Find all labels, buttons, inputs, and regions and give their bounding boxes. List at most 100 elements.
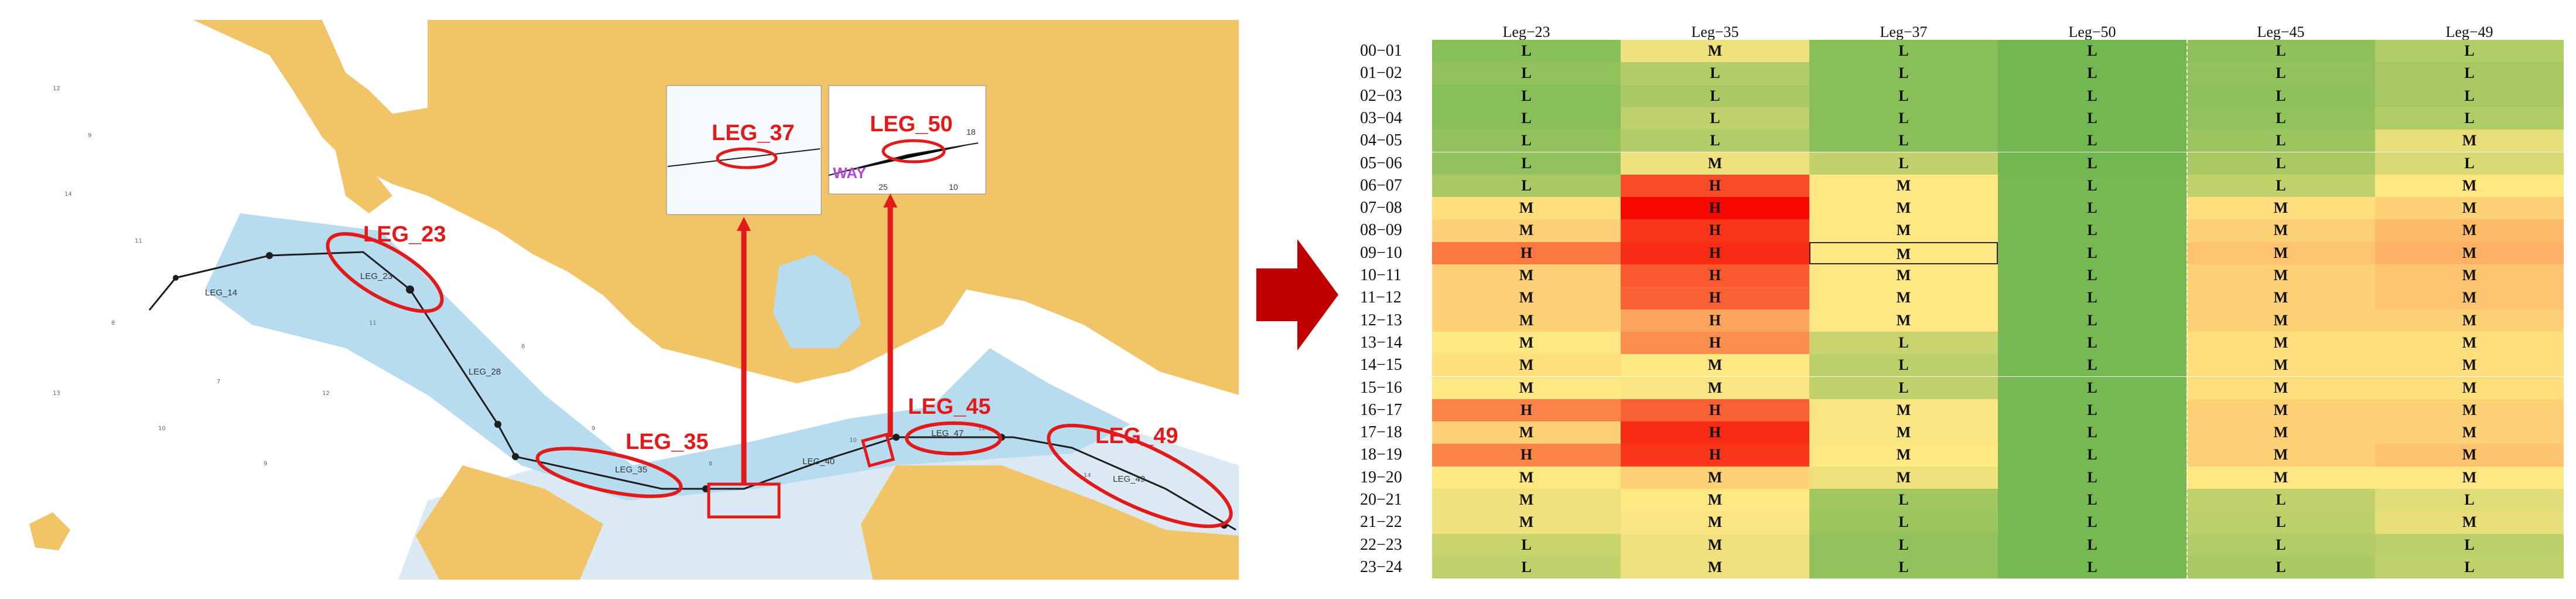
heatmap-cell[interactable]: M <box>1809 287 1998 309</box>
heatmap-cell[interactable]: M <box>1809 241 1998 264</box>
heatmap-cell[interactable]: L <box>1998 62 2186 85</box>
heatmap-cell[interactable]: M <box>1432 489 1621 512</box>
heatmap-cell[interactable]: H <box>1621 399 1809 422</box>
heatmap-cell[interactable]: H <box>1621 174 1809 198</box>
heatmap-cell[interactable]: L <box>2186 62 2375 85</box>
heatmap-cell[interactable]: M <box>1809 309 1998 332</box>
heatmap-cell[interactable]: M <box>1621 152 1809 175</box>
heatmap-cell[interactable]: L <box>1432 152 1621 175</box>
heatmap-cell[interactable]: M <box>2375 376 2564 399</box>
heatmap-cell[interactable]: L <box>1998 533 2186 556</box>
heatmap-cell[interactable]: L <box>2375 40 2564 63</box>
heatmap-cell[interactable]: M <box>2186 331 2375 355</box>
heatmap-cell[interactable]: L <box>2375 62 2564 85</box>
heatmap-cell[interactable]: L <box>1809 354 1998 377</box>
heatmap-cell[interactable]: L <box>2186 40 2375 63</box>
heatmap-cell[interactable]: M <box>2186 421 2375 444</box>
heatmap-cell[interactable]: L <box>1998 287 2186 309</box>
heatmap-cell[interactable]: M <box>1809 197 1998 220</box>
heatmap-cell[interactable]: L <box>1998 556 2186 579</box>
heatmap-cell[interactable]: M <box>1432 197 1621 220</box>
heatmap-cell[interactable]: M <box>2186 466 2375 489</box>
heatmap-cell[interactable]: M <box>2186 241 2375 264</box>
heatmap-cell[interactable]: M <box>2375 264 2564 287</box>
heatmap-cell[interactable]: L <box>1621 62 1809 85</box>
heatmap-cell[interactable]: L <box>2375 556 2564 579</box>
heatmap-cell[interactable]: M <box>2375 444 2564 467</box>
heatmap-cell[interactable]: H <box>1621 444 1809 467</box>
heatmap-cell[interactable]: M <box>1432 511 1621 534</box>
heatmap-cell[interactable]: L <box>2186 556 2375 579</box>
heatmap-cell[interactable]: L <box>1998 399 2186 422</box>
heatmap-cell[interactable]: L <box>1432 107 1621 130</box>
heatmap-cell[interactable]: M <box>1621 533 1809 556</box>
heatmap-cell[interactable]: L <box>1432 556 1621 579</box>
heatmap-cell[interactable]: M <box>2186 264 2375 287</box>
heatmap-cell[interactable]: L <box>2375 533 2564 556</box>
heatmap-cell[interactable]: L <box>1998 264 2186 287</box>
heatmap-cell[interactable]: M <box>2375 130 2564 152</box>
heatmap-cell[interactable]: L <box>1998 40 2186 63</box>
heatmap-cell[interactable]: M <box>2375 331 2564 355</box>
heatmap-cell[interactable]: L <box>1998 376 2186 399</box>
heatmap-cell[interactable]: H <box>1621 197 1809 220</box>
heatmap-cell[interactable]: L <box>1432 130 1621 152</box>
heatmap-cell[interactable]: M <box>2375 309 2564 332</box>
heatmap-cell[interactable]: L <box>1998 241 2186 264</box>
heatmap-cell[interactable]: L <box>1809 533 1998 556</box>
heatmap-cell[interactable]: L <box>1998 489 2186 512</box>
heatmap-cell[interactable]: L <box>1809 62 1998 85</box>
heatmap-cell[interactable]: M <box>2375 354 2564 377</box>
heatmap-cell[interactable]: M <box>1621 354 1809 377</box>
heatmap-cell[interactable]: H <box>1621 219 1809 242</box>
heatmap-cell[interactable]: L <box>1998 511 2186 534</box>
heatmap-cell[interactable]: M <box>2375 197 2564 220</box>
heatmap-cell[interactable]: M <box>2186 197 2375 220</box>
heatmap-cell[interactable]: L <box>1621 84 1809 107</box>
heatmap-cell[interactable]: M <box>1621 376 1809 399</box>
heatmap-cell[interactable]: M <box>1809 444 1998 467</box>
heatmap-cell[interactable]: L <box>1998 107 2186 130</box>
heatmap-cell[interactable]: M <box>1432 466 1621 489</box>
heatmap-cell[interactable]: L <box>1998 421 2186 444</box>
heatmap-cell[interactable]: L <box>1998 174 2186 198</box>
heatmap-cell[interactable]: M <box>1432 421 1621 444</box>
heatmap-cell[interactable]: M <box>2375 219 2564 242</box>
heatmap-cell[interactable]: H <box>1621 241 1809 264</box>
heatmap-cell[interactable]: M <box>1621 511 1809 534</box>
heatmap-cell[interactable]: L <box>1998 309 2186 332</box>
heatmap-cell[interactable]: L <box>2186 489 2375 512</box>
heatmap-cell[interactable]: H <box>1621 309 1809 332</box>
heatmap-cell[interactable]: L <box>1998 466 2186 489</box>
heatmap-cell[interactable]: M <box>1432 264 1621 287</box>
heatmap-cell[interactable]: L <box>2375 84 2564 107</box>
heatmap-cell[interactable]: H <box>1432 444 1621 467</box>
heatmap-cell[interactable]: M <box>1809 264 1998 287</box>
heatmap-cell[interactable]: M <box>2186 354 2375 377</box>
heatmap-cell[interactable]: L <box>1809 130 1998 152</box>
heatmap-cell[interactable]: M <box>1621 489 1809 512</box>
heatmap-cell[interactable]: M <box>1432 287 1621 309</box>
heatmap-cell[interactable]: L <box>1998 219 2186 242</box>
heatmap-cell[interactable]: M <box>1432 376 1621 399</box>
heatmap-cell[interactable]: H <box>1621 264 1809 287</box>
heatmap-cell[interactable]: L <box>2186 84 2375 107</box>
heatmap-cell[interactable]: M <box>1432 309 1621 332</box>
heatmap-cell[interactable]: L <box>1809 556 1998 579</box>
heatmap-cell[interactable]: M <box>2375 421 2564 444</box>
heatmap-cell[interactable]: L <box>1809 376 1998 399</box>
heatmap-cell[interactable]: L <box>1809 107 1998 130</box>
heatmap-cell[interactable]: L <box>1432 62 1621 85</box>
heatmap-cell[interactable]: M <box>2375 511 2564 534</box>
heatmap-cell[interactable]: M <box>2375 241 2564 264</box>
heatmap-cell[interactable]: H <box>1432 399 1621 422</box>
heatmap-cell[interactable]: L <box>1432 40 1621 63</box>
heatmap-cell[interactable]: M <box>1809 219 1998 242</box>
heatmap-cell[interactable]: M <box>2375 287 2564 309</box>
heatmap-cell[interactable]: L <box>1809 511 1998 534</box>
heatmap-cell[interactable]: M <box>2186 309 2375 332</box>
heatmap-cell[interactable]: M <box>1621 466 1809 489</box>
heatmap-cell[interactable]: H <box>1621 421 1809 444</box>
heatmap-cell[interactable]: M <box>1809 174 1998 198</box>
heatmap-cell[interactable]: L <box>1432 533 1621 556</box>
